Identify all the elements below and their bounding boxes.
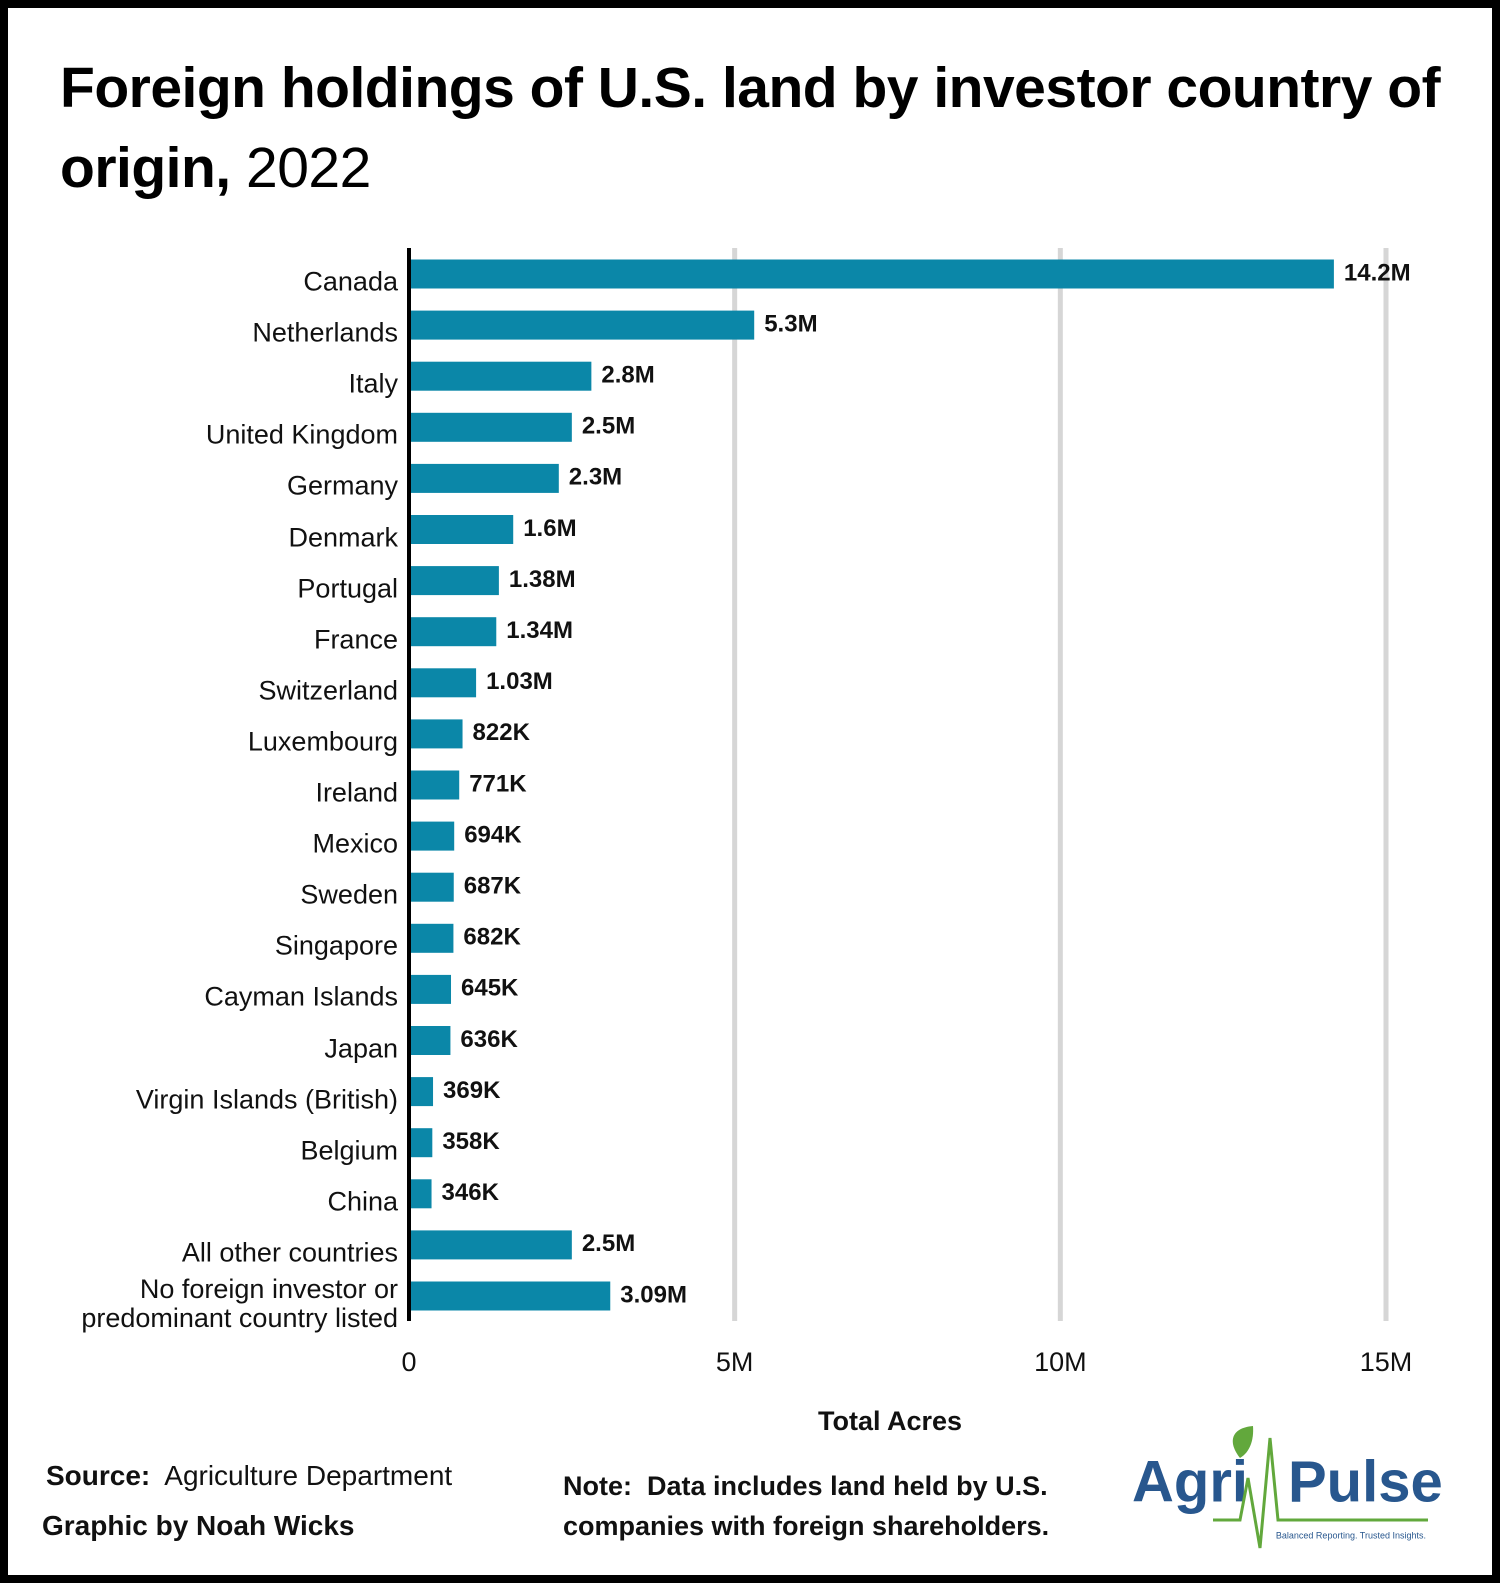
chart: 0 5M 10M 15M Total Acres 14.2M 5.3M 2.8M 2.5M 2.3… — [401, 248, 1443, 1549]
y-tick-label: Virgin Islands (British) — [135, 1084, 398, 1115]
y-tick-label: Germany — [286, 470, 398, 501]
logo-tagline: Balanced Reporting. Trusted Insights. — [1276, 1530, 1426, 1540]
y-tick-label: Japan — [324, 1033, 398, 1063]
bar — [409, 1281, 611, 1311]
y-tick-label: United Kingdom — [205, 419, 398, 450]
y-tick-label: China — [327, 1186, 398, 1217]
bar — [409, 719, 463, 749]
value-label: 2.8M — [601, 362, 654, 389]
logo-left: Agri — [1132, 1449, 1248, 1514]
bar — [409, 566, 499, 596]
y-tick-label: Italy — [348, 368, 398, 399]
bar — [409, 821, 455, 851]
bar — [409, 1128, 433, 1158]
y-tick-label: All other countries — [181, 1237, 398, 1268]
x-tick-label: 5M — [716, 1347, 754, 1377]
note-label: Note: — [563, 1471, 632, 1501]
x-tick-label: 10M — [1034, 1347, 1087, 1377]
logo: Agri Pulse Balanced Reporting. Trusted Ins… — [1132, 1426, 1443, 1549]
bar — [409, 412, 572, 442]
y-tick-label: Mexico — [312, 828, 398, 859]
credit: Graphic by Noah Wicks — [42, 1510, 355, 1541]
value-label: 2.5M — [582, 1230, 635, 1257]
y-tick-label: Canada — [303, 266, 398, 297]
source-text: Agriculture Department — [164, 1460, 453, 1491]
bar — [409, 515, 514, 544]
value-label: 3.09M — [620, 1281, 687, 1308]
bar — [409, 1179, 432, 1209]
title-year: 2022 — [246, 136, 371, 200]
bar — [409, 770, 460, 800]
value-label: 645K — [461, 975, 519, 1002]
logo-pulse — [1213, 1437, 1428, 1549]
bar — [409, 1026, 451, 1055]
bar — [409, 310, 755, 340]
value-label: 682K — [463, 924, 521, 951]
value-label: 346K — [442, 1179, 500, 1206]
bar — [409, 923, 454, 953]
value-label: 1.03M — [486, 668, 553, 695]
bar — [409, 1230, 572, 1260]
logo-right: Pulse — [1288, 1449, 1443, 1514]
value-label: 771K — [469, 770, 527, 797]
bar — [409, 463, 559, 493]
y-tick-label: Cayman Islands — [204, 981, 398, 1012]
y-tick-label: Switzerland — [258, 675, 398, 706]
value-label: 1.6M — [523, 515, 576, 542]
bar — [409, 872, 454, 902]
value-label: 2.5M — [582, 413, 635, 440]
bar — [409, 974, 452, 1004]
value-label: 358K — [442, 1128, 500, 1155]
value-label: 5.3M — [764, 310, 817, 337]
bar — [409, 617, 497, 647]
y-tick-label: Netherlands — [252, 317, 398, 348]
y-tick-label: France — [313, 624, 398, 655]
logo-leaf — [1232, 1426, 1254, 1458]
value-label: 1.34M — [506, 617, 573, 644]
value-label: 687K — [464, 873, 522, 900]
value-label: 1.38M — [509, 566, 576, 593]
source: Source: Agriculture Department — [46, 1460, 452, 1492]
value-label: 822K — [473, 719, 531, 746]
value-label: 14.2M — [1344, 259, 1411, 286]
note-text: Data includes land held by U.S. companie… — [563, 1471, 1050, 1541]
note: Note: Data includes land held by U.S. co… — [563, 1466, 1123, 1546]
x-axis-label: Total Acres — [818, 1406, 962, 1436]
source-label: Source: — [46, 1460, 151, 1491]
x-tick-label: 0 — [401, 1347, 416, 1377]
bar — [409, 668, 477, 698]
value-label: 369K — [443, 1077, 501, 1104]
y-tick-label: Belgium — [300, 1135, 398, 1166]
y-tick-label: No foreign investor or predominant count… — [81, 1274, 398, 1333]
y-tick-label: Sweden — [300, 879, 398, 910]
y-tick-label: Singapore — [274, 930, 398, 961]
title-main: Foreign holdings of U.S. land by investo… — [60, 56, 1441, 200]
y-tick-label: Portugal — [297, 573, 398, 604]
bar — [409, 1077, 434, 1107]
x-tick-label: 15M — [1360, 1347, 1413, 1377]
value-label: 2.3M — [569, 464, 622, 491]
y-tick-label: Denmark — [288, 522, 398, 552]
y-tick-label: Ireland — [315, 777, 398, 808]
bar — [409, 361, 592, 391]
bar — [409, 259, 1334, 289]
y-tick-label: Luxembourg — [247, 726, 398, 757]
value-label: 694K — [464, 821, 522, 848]
value-label: 636K — [460, 1026, 518, 1053]
chart-title: Foreign holdings of U.S. land by investo… — [60, 48, 1480, 208]
